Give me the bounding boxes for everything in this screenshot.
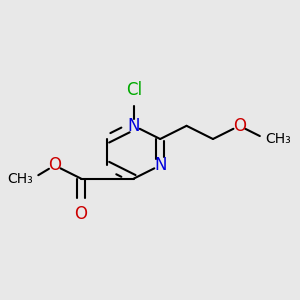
Text: Cl: Cl bbox=[126, 81, 142, 99]
Text: N: N bbox=[154, 156, 167, 174]
Text: N: N bbox=[128, 117, 140, 135]
Text: O: O bbox=[233, 117, 246, 135]
Text: O: O bbox=[48, 156, 61, 174]
Text: O: O bbox=[74, 205, 88, 223]
Text: CH₃: CH₃ bbox=[7, 172, 33, 186]
Text: CH₃: CH₃ bbox=[266, 132, 292, 146]
